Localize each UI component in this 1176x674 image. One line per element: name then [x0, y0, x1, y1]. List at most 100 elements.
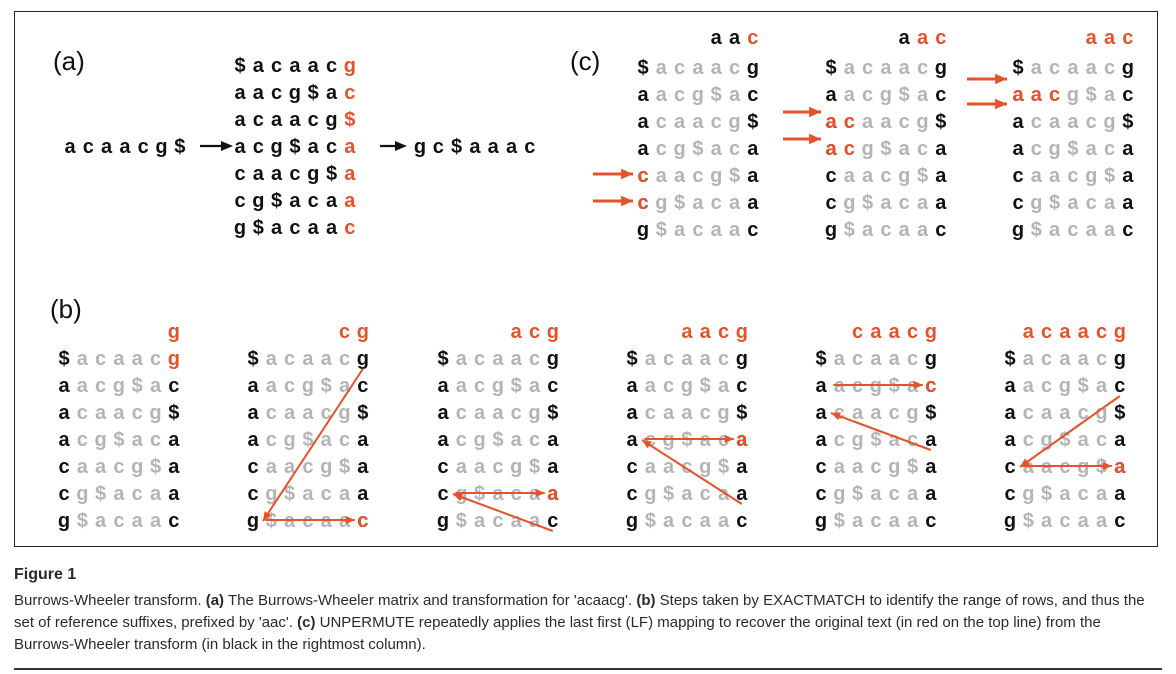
- bwt-diagram: (a) $ a c a a c ga a c g $ a ca c a a c g $a c g $ a c ac a a c g $ ac g…: [50, 27, 1134, 532]
- panel-a-matrix-char: c: [234, 163, 245, 185]
- panel-b-matrix-char: $: [302, 429, 313, 451]
- panel-b-matrix-char: a: [95, 510, 107, 532]
- panel-b-matrix-char: c: [834, 429, 845, 451]
- panel-b-matrix-char: $: [547, 402, 558, 424]
- panel-b-matrix-char: c: [907, 429, 918, 451]
- panel-b-matrix-char: c: [339, 429, 350, 451]
- panel-b-matrix-char: a: [150, 483, 162, 505]
- panel-c-matrix-char: a: [880, 57, 892, 79]
- panel-b-matrix-char: a: [1004, 375, 1016, 397]
- caption-b-label: (b): [636, 592, 656, 609]
- panel-b-matrix-char: c: [437, 483, 448, 505]
- panel-b-matrix-char: c: [150, 429, 161, 451]
- panel-c-matrix-char: a: [844, 165, 856, 187]
- panel-b-header-char: c: [529, 321, 540, 343]
- panel-c-matrix-char: c: [674, 57, 685, 79]
- caption-a-label: (a): [205, 592, 225, 609]
- panel-b-matrix-char: a: [437, 429, 449, 451]
- panel-b-matrix-char: $: [1078, 375, 1089, 397]
- panel-c-matrix-char: c: [917, 57, 928, 79]
- panel-b-highlight-char: a: [736, 429, 748, 451]
- panel-c-matrix-char: a: [935, 138, 947, 160]
- panel-b-matrix-char: c: [815, 483, 826, 505]
- panel-b-matrix-char: $: [870, 429, 881, 451]
- panel-a-matrix-char: $: [326, 163, 337, 185]
- panel-b-header-char: c: [852, 321, 863, 343]
- panel-c-matrix-char: g: [1085, 165, 1097, 187]
- panel-b-matrix-char: a: [168, 429, 180, 451]
- panel-b-matrix-char: a: [889, 429, 901, 451]
- panel-b-matrix-char: c: [302, 456, 313, 478]
- panel-a-input-char: $: [174, 136, 185, 158]
- panel-b-matrix-char: c: [718, 348, 729, 370]
- panel-b-matrix-char: g: [699, 456, 711, 478]
- panel-c-matrix-char: g: [861, 138, 873, 160]
- panel-b-matrix-char: c: [456, 402, 467, 424]
- panel-b-header-char: g: [357, 321, 369, 343]
- panel-c-matrix-char: a: [1012, 84, 1024, 106]
- panel-b-header-char: c: [718, 321, 729, 343]
- panel-c-matrix-char: a: [825, 138, 837, 160]
- panel-b-matrix-char: $: [511, 375, 522, 397]
- panel-b-matrix-char: $: [339, 456, 350, 478]
- panel-b-matrix-char: c: [132, 483, 143, 505]
- panel-c-highlight-char: c: [844, 111, 855, 133]
- panel-b-matrix-char: g: [283, 429, 295, 451]
- panel-c-matrix-char: $: [1031, 219, 1042, 241]
- panel-b-matrix-char: a: [511, 510, 523, 532]
- panel-b-matrix-char: a: [834, 348, 846, 370]
- panel-b-matrix-char: a: [456, 375, 468, 397]
- panel-b-matrix-char: g: [302, 375, 314, 397]
- panel-c-matrix-char: g: [1067, 84, 1079, 106]
- panel-b-matrix-char: a: [547, 429, 559, 451]
- panel-a-matrix-char: a: [308, 217, 320, 239]
- panel-c-matrix-char: a: [1122, 192, 1134, 214]
- panel-b-matrix-char: c: [95, 348, 106, 370]
- panel-b-matrix-char: a: [492, 402, 504, 424]
- panel-b-matrix-char: c: [663, 348, 674, 370]
- panel-b-header-char: a: [1059, 321, 1071, 343]
- panel-b-matrix-char: c: [266, 402, 277, 424]
- panel-c-matrix-char: a: [674, 111, 686, 133]
- panel-c-matrix-char: c: [825, 192, 836, 214]
- panel-a-matrix-char: g: [234, 217, 246, 239]
- panel-b-matrix-char: c: [925, 375, 936, 397]
- panel-b-matrix-char: c: [529, 348, 540, 370]
- panel-b-matrix-char: g: [1059, 375, 1071, 397]
- panel-b-matrix-char: g: [547, 348, 559, 370]
- panel-b-matrix-char: c: [1096, 348, 1107, 370]
- panel-c-matrix-char: $: [844, 219, 855, 241]
- panel-b-header-char: a: [870, 321, 882, 343]
- panel-c-header-char: a: [729, 27, 741, 49]
- panel-c-header-char: c: [935, 27, 946, 49]
- panel-b-matrix-char: c: [339, 348, 350, 370]
- panel-b-header-char: g: [1114, 321, 1126, 343]
- panel-b-matrix-char: a: [870, 402, 882, 424]
- panel-c-matrix-char: a: [711, 138, 723, 160]
- panel-c-matrix-char: a: [1031, 84, 1043, 106]
- panel-b-header-char: g: [925, 321, 937, 343]
- panel-c-matrix-char: $: [1122, 111, 1133, 133]
- panel-c-matrix-char: g: [825, 219, 837, 241]
- panel-b-matrix-char: $: [492, 429, 503, 451]
- panel-b-matrix-char: c: [77, 429, 88, 451]
- panel-a-matrix-char: a: [253, 55, 265, 77]
- panel-c-matrix-char: g: [655, 192, 667, 214]
- panel-b-matrix-char: a: [58, 402, 70, 424]
- panel-c-highlight-char: c: [637, 165, 648, 187]
- panel-b-matrix-char: a: [626, 375, 638, 397]
- panel-b-header-char: c: [339, 321, 350, 343]
- panel-c-matrix-char: $: [862, 192, 873, 214]
- panel-c-matrix-char: $: [729, 165, 740, 187]
- panel-b-matrix-char: c: [58, 456, 69, 478]
- panel-c-matrix-char: a: [880, 111, 892, 133]
- panel-b-matrix-char: c: [357, 510, 368, 532]
- figure-panel: (a) $ a c a a c g a a c g $ a c a c a a c g $ a c g $ a c a c a a c g $ a c g…: [14, 11, 1158, 547]
- caption-c-text: UNPERMUTE repeatedly applies the last fi…: [14, 614, 1101, 653]
- panel-a-input-char: c: [138, 136, 149, 158]
- panel-b-matrix-char: c: [645, 402, 656, 424]
- panel-c-matrix-char: c: [692, 219, 703, 241]
- panel-c-matrix-char: g: [916, 111, 928, 133]
- panel-c-matrix-char: c: [1049, 84, 1060, 106]
- caption-intro: Burrows-Wheeler transform.: [14, 592, 206, 609]
